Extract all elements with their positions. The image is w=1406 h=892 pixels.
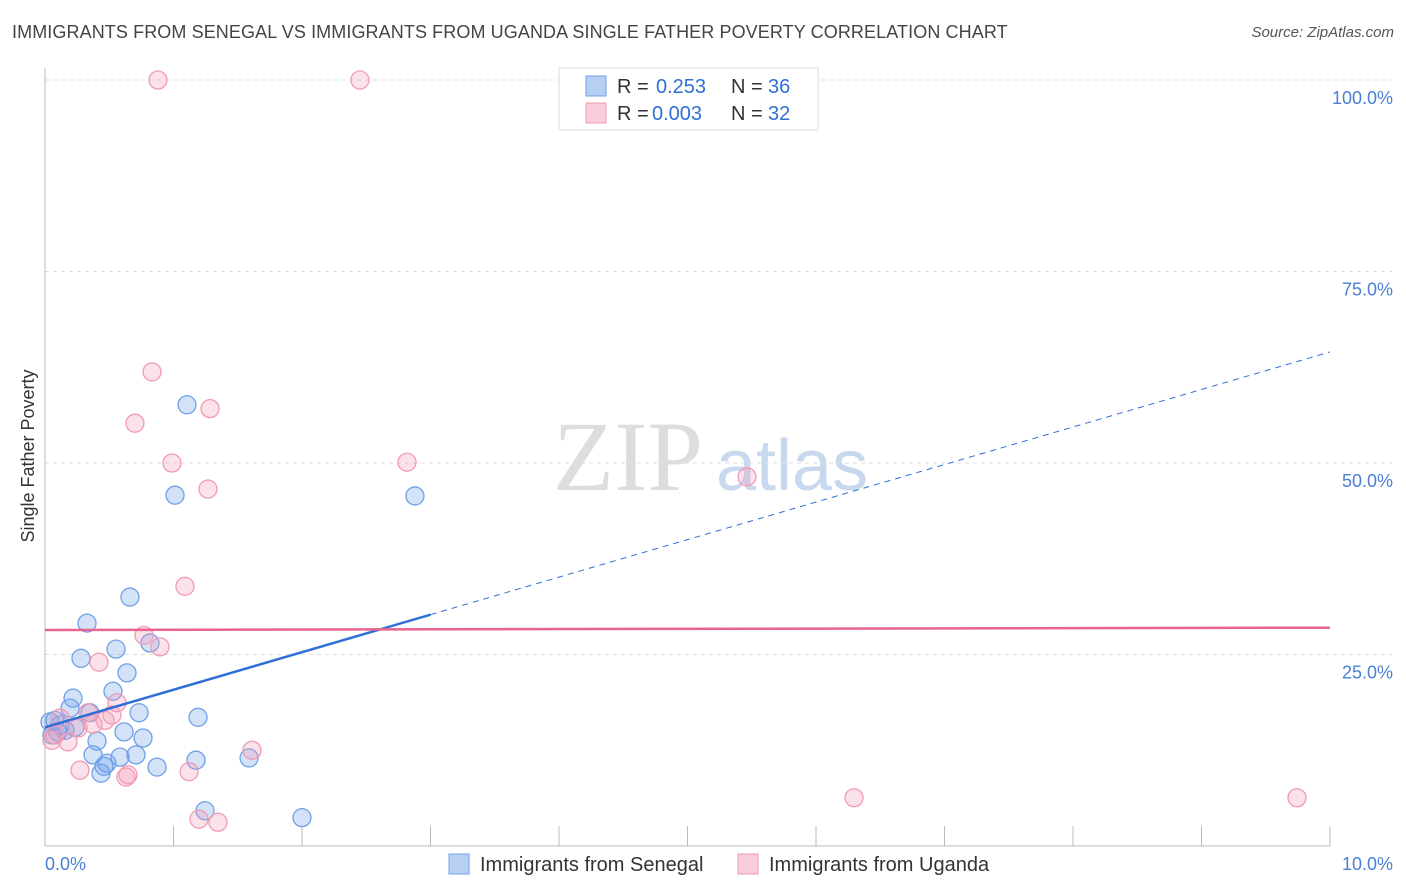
senegal-point <box>147 757 167 777</box>
senegal-point <box>133 728 153 748</box>
uganda-point <box>89 652 109 672</box>
n-value: 36 <box>768 76 790 98</box>
senegal-point <box>120 587 140 607</box>
senegal-point <box>114 722 134 742</box>
n-label: N = <box>731 103 763 125</box>
uganda-point <box>844 788 864 808</box>
uganda-point <box>189 809 209 829</box>
legend-swatch <box>448 853 470 875</box>
legend-label: Immigrants from Uganda <box>769 854 990 876</box>
uganda-point <box>162 453 182 473</box>
senegal-point <box>129 703 149 723</box>
uganda-point <box>350 70 370 90</box>
uganda-point <box>737 467 757 487</box>
senegal-point <box>140 633 160 653</box>
r-value: 0.253 <box>656 76 706 98</box>
senegal-point <box>292 808 312 828</box>
chart-title: IMMIGRANTS FROM SENEGAL VS IMMIGRANTS FR… <box>12 22 1008 42</box>
n-value: 32 <box>768 103 790 125</box>
senegal-point <box>177 395 197 415</box>
legend-swatch <box>585 75 607 97</box>
uganda-point <box>118 765 138 785</box>
uganda-point <box>150 637 170 657</box>
y-axis-label: Single Father Poverty <box>18 369 38 542</box>
uganda-trendline <box>44 626 1331 632</box>
senegal-point <box>188 707 208 727</box>
y-tick-label: 100.0% <box>1332 88 1393 108</box>
r-value: 0.003 <box>652 103 702 125</box>
uganda-point <box>83 714 103 734</box>
x-tick-label: 10.0% <box>1342 854 1393 874</box>
legend-swatch <box>737 853 759 875</box>
uganda-point <box>95 710 115 731</box>
uganda-point <box>1287 788 1307 808</box>
uganda-point <box>42 730 62 750</box>
y-tick-label: 25.0% <box>1342 663 1393 683</box>
uganda-point <box>200 398 220 419</box>
senegal-point <box>97 753 117 773</box>
uganda-point <box>70 760 90 780</box>
senegal-point <box>165 485 185 505</box>
legend-label: Immigrants from Senegal <box>480 854 703 876</box>
y-tick-label: 75.0% <box>1342 280 1393 300</box>
uganda-point <box>179 762 199 782</box>
senegal-point <box>91 763 111 783</box>
watermark-zip: ZIP <box>553 401 703 512</box>
uganda-point <box>68 718 88 738</box>
senegal-trendline <box>44 613 431 729</box>
uganda-point <box>175 576 195 596</box>
senegal-point <box>239 748 259 768</box>
uganda-point <box>142 362 162 382</box>
n-label: N = <box>731 76 763 98</box>
r-label: R = <box>617 76 649 98</box>
uganda-point <box>148 70 168 90</box>
y-tick-label: 50.0% <box>1342 471 1393 491</box>
uganda-point <box>242 740 262 760</box>
senegal-point <box>60 698 80 718</box>
uganda-point <box>198 479 218 499</box>
r-label: R = <box>617 103 649 125</box>
senegal-point <box>126 745 146 765</box>
source-label: Source: ZipAtlas.com <box>1251 24 1394 41</box>
legend-swatch <box>585 102 607 124</box>
uganda-point <box>125 413 145 433</box>
senegal-point <box>77 613 97 633</box>
senegal-trendline-extension <box>430 351 1331 616</box>
uganda-point <box>208 812 228 832</box>
watermark-atlas: atlas <box>716 426 868 506</box>
senegal-point <box>71 648 91 668</box>
senegal-point <box>186 750 206 770</box>
senegal-point <box>117 663 137 683</box>
senegal-point <box>103 681 123 701</box>
senegal-point <box>405 486 425 506</box>
uganda-point <box>397 452 417 472</box>
senegal-point <box>106 639 126 659</box>
uganda-point <box>58 732 78 752</box>
x-tick-label: 0.0% <box>45 854 86 874</box>
